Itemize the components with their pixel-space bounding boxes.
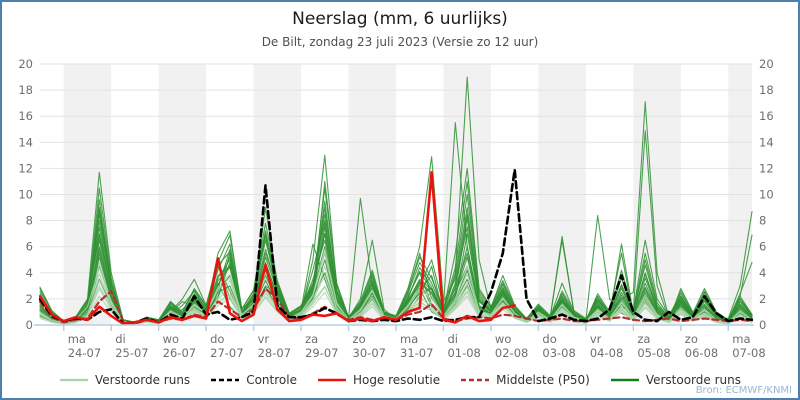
x-tick-day-label: wo bbox=[495, 332, 511, 346]
chart-title: Neerslag (mm, 6 uurlijks) bbox=[292, 9, 508, 29]
x-tick-date-label: 07-08 bbox=[732, 346, 765, 360]
x-tick-day-label: ma bbox=[68, 332, 86, 346]
y-tick-label-left: 6 bbox=[26, 240, 33, 254]
y-tick-label-right: 0 bbox=[759, 318, 766, 332]
y-tick-label-right: 6 bbox=[759, 240, 766, 254]
chart-subtitle: De Bilt, zondag 23 juli 2023 (Versie zo … bbox=[261, 35, 539, 49]
plume-lines bbox=[39, 76, 753, 326]
legend-dashed-line-swatch bbox=[461, 378, 490, 382]
x-tick-day-label: vr bbox=[258, 332, 270, 346]
y-tick-label-right: 10 bbox=[759, 188, 774, 202]
x-tick-date-label: 06-08 bbox=[685, 346, 718, 360]
legend-dashed-line-swatch bbox=[211, 378, 240, 382]
legend-item: Controle bbox=[210, 373, 297, 387]
x-tick-day-label: di bbox=[115, 332, 126, 346]
x-tick-day-label: wo bbox=[163, 332, 179, 346]
x-tick-day-label: ma bbox=[732, 332, 750, 346]
x-tick-date-label: 04-08 bbox=[590, 346, 623, 360]
y-tick-label-right: 4 bbox=[759, 266, 766, 280]
y-tick-label-right: 14 bbox=[759, 135, 774, 149]
x-tick-day-label: za bbox=[305, 332, 318, 346]
legend-label: Verstoorde runs bbox=[95, 373, 191, 387]
y-tick-label-left: 0 bbox=[26, 318, 33, 332]
legend-label: Verstoorde runs bbox=[645, 373, 741, 387]
x-tick-date-label: 01-08 bbox=[447, 346, 480, 360]
y-tick-label-right: 20 bbox=[759, 57, 774, 71]
x-tick-date-label: 29-07 bbox=[305, 346, 338, 360]
legend: Verstoorde runs Controle Hoge resolutie Mid… bbox=[2, 369, 798, 391]
x-tick-day-label: do bbox=[542, 332, 556, 346]
x-tick-date-label: 27-07 bbox=[210, 346, 243, 360]
x-tick-day-label: za bbox=[637, 332, 650, 346]
y-tick-label-right: 2 bbox=[759, 292, 766, 306]
legend-item: Verstoorde runs bbox=[610, 373, 741, 387]
x-tick-day-label: vr bbox=[590, 332, 602, 346]
y-tick-label-left: 10 bbox=[18, 188, 33, 202]
y-tick-label-left: 8 bbox=[26, 214, 33, 228]
y-tick-label-left: 12 bbox=[18, 161, 33, 175]
x-tick-date-label: 30-07 bbox=[353, 346, 386, 360]
legend-line-swatch bbox=[60, 378, 89, 382]
plume-chart: ma24-07di25-07wo26-07do27-07vr28-07za29-… bbox=[18, 57, 774, 360]
x-tick-day-label: zo bbox=[685, 332, 698, 346]
source-credit: Bron: ECMWF/KNMI bbox=[695, 385, 792, 396]
y-tick-label-left: 16 bbox=[18, 109, 33, 123]
legend-label: Controle bbox=[246, 373, 297, 387]
legend-line-swatch bbox=[610, 378, 639, 382]
y-tick-label-left: 4 bbox=[26, 266, 33, 280]
x-tick-date-label: 24-07 bbox=[68, 346, 101, 360]
x-tick-date-label: 03-08 bbox=[542, 346, 575, 360]
legend-line-swatch bbox=[317, 378, 346, 382]
x-tick-date-label: 05-08 bbox=[637, 346, 670, 360]
legend-item: Verstoorde runs bbox=[59, 373, 190, 387]
legend-item: Middelste (P50) bbox=[460, 373, 590, 387]
y-tick-label-right: 18 bbox=[759, 83, 774, 97]
x-tick-date-label: 25-07 bbox=[115, 346, 148, 360]
x-tick-day-label: ma bbox=[400, 332, 418, 346]
y-tick-label-left: 2 bbox=[26, 292, 33, 306]
hires-line bbox=[39, 171, 517, 326]
x-tick-date-label: 02-08 bbox=[495, 346, 528, 360]
x-tick-date-label: 31-07 bbox=[400, 346, 433, 360]
y-tick-label-right: 16 bbox=[759, 109, 774, 123]
legend-item: Hoge resolutie bbox=[317, 373, 440, 387]
legend-label: Hoge resolutie bbox=[352, 373, 441, 387]
y-tick-label-left: 20 bbox=[18, 57, 33, 71]
x-tick-day-label: di bbox=[447, 332, 458, 346]
ensemble-member-line bbox=[39, 180, 753, 323]
x-tick-day-label: do bbox=[210, 332, 224, 346]
y-tick-label-left: 18 bbox=[18, 83, 33, 97]
x-tick-date-label: 28-07 bbox=[258, 346, 291, 360]
y-tick-label-right: 8 bbox=[759, 214, 766, 228]
y-tick-label-left: 14 bbox=[18, 135, 33, 149]
x-tick-date-label: 26-07 bbox=[163, 346, 196, 360]
x-tick-day-label: zo bbox=[353, 332, 366, 346]
legend-label: Middelste (P50) bbox=[496, 373, 590, 387]
y-tick-label-right: 12 bbox=[759, 161, 774, 175]
